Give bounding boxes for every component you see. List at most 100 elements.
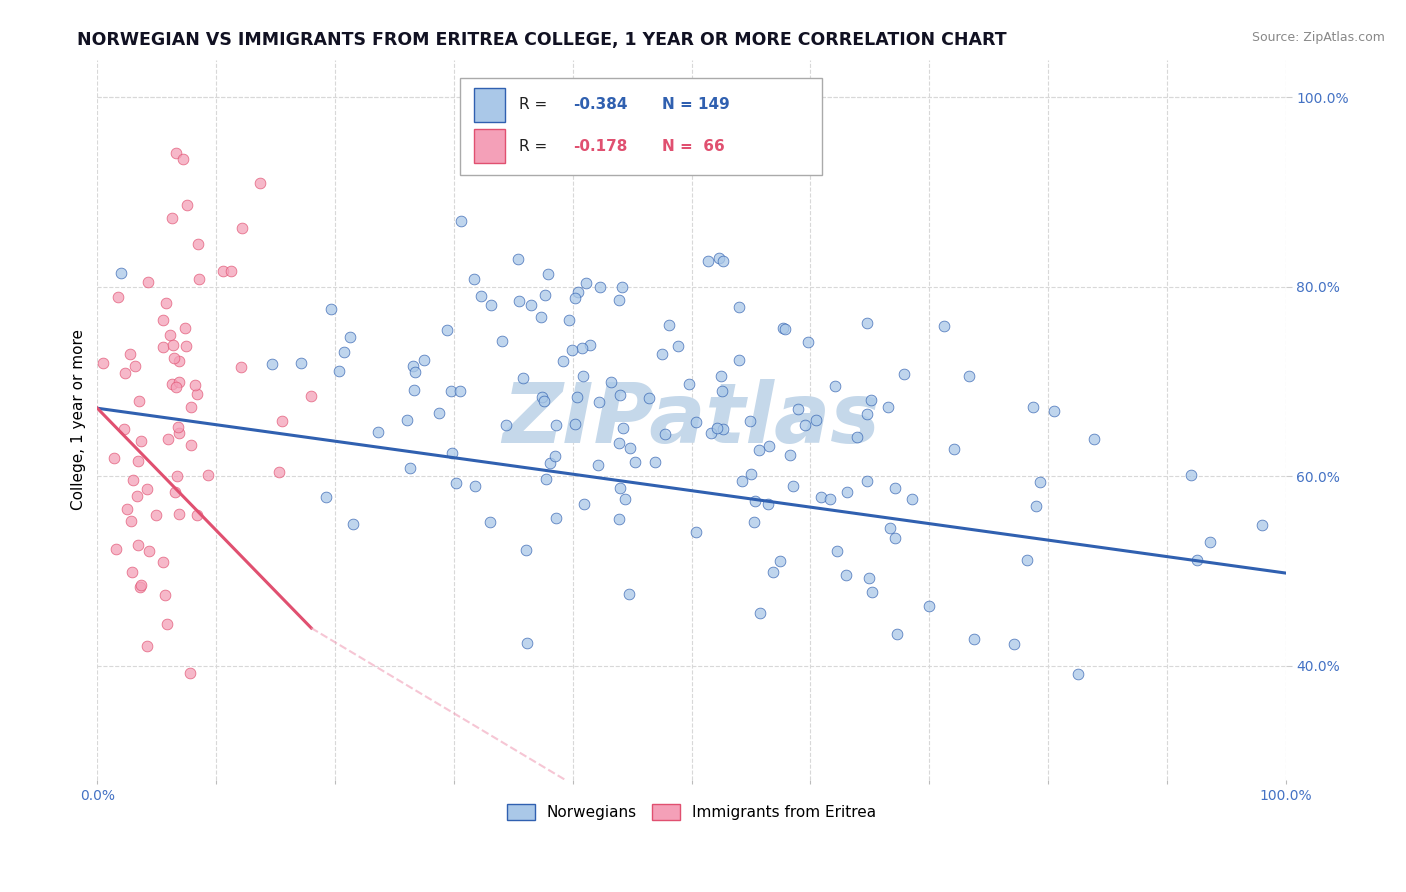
Point	[165, 145, 187, 160]
Point	[1180, 467, 1202, 482]
Point	[91, 356, 114, 370]
Bar	[474, 128, 505, 163]
Point	[533, 288, 555, 302]
Point	[333, 345, 356, 359]
Point	[1083, 433, 1105, 447]
Point	[162, 211, 184, 225]
Point	[658, 318, 681, 333]
Point	[651, 347, 673, 361]
Point	[619, 442, 641, 456]
Point	[609, 481, 631, 495]
Point	[138, 543, 160, 558]
Point	[412, 352, 434, 367]
Point	[319, 301, 342, 316]
Point	[612, 421, 634, 435]
FancyBboxPatch shape	[460, 78, 823, 175]
Point	[211, 264, 233, 278]
Point	[107, 290, 129, 304]
Point	[1043, 404, 1066, 418]
Point	[152, 556, 174, 570]
Point	[942, 442, 965, 456]
Point	[479, 515, 502, 529]
Point	[769, 554, 792, 568]
Point	[124, 359, 146, 373]
Point	[855, 474, 877, 488]
Point	[700, 425, 723, 440]
Point	[110, 266, 132, 280]
Text: N =  66: N = 66	[662, 138, 724, 153]
Point	[534, 472, 557, 486]
Point	[810, 491, 832, 505]
Point	[571, 341, 593, 355]
Bar	[474, 87, 505, 122]
Point	[564, 417, 586, 431]
Point	[441, 445, 464, 459]
Point	[709, 251, 731, 265]
Point	[883, 481, 905, 495]
Text: R =: R =	[519, 138, 553, 153]
Point	[654, 426, 676, 441]
Point	[855, 408, 877, 422]
Point	[440, 384, 463, 398]
Point	[136, 275, 159, 289]
Point	[127, 489, 149, 503]
Point	[120, 514, 142, 528]
Point	[184, 378, 207, 392]
Point	[159, 328, 181, 343]
Point	[533, 393, 555, 408]
Point	[818, 492, 841, 507]
Point	[744, 494, 766, 508]
Point	[728, 352, 751, 367]
Point	[678, 376, 700, 391]
Point	[860, 585, 883, 599]
Point	[186, 387, 208, 401]
Point	[122, 473, 145, 487]
Point	[1025, 499, 1047, 513]
Point	[508, 293, 530, 308]
Point	[571, 369, 593, 384]
Point	[104, 542, 127, 557]
Point	[685, 415, 707, 429]
Point	[567, 285, 589, 299]
Point	[879, 521, 901, 535]
Point	[957, 369, 980, 384]
Point	[512, 371, 534, 385]
Point	[271, 414, 294, 428]
Point	[934, 319, 956, 334]
Point	[1067, 667, 1090, 681]
Point	[398, 461, 420, 475]
Point	[858, 571, 880, 585]
Point	[197, 468, 219, 483]
Point	[165, 380, 187, 394]
Point	[727, 300, 749, 314]
Point	[231, 220, 253, 235]
Point	[449, 384, 471, 398]
Point	[163, 484, 186, 499]
Point	[169, 354, 191, 368]
Point	[176, 198, 198, 212]
Point	[900, 491, 922, 506]
Point	[666, 339, 689, 353]
Point	[531, 390, 554, 404]
Point	[742, 515, 765, 529]
Point	[339, 330, 361, 344]
Point	[738, 414, 761, 428]
Point	[1017, 552, 1039, 566]
Point	[835, 568, 858, 582]
Point	[782, 479, 804, 493]
Point	[290, 356, 312, 370]
Point	[506, 252, 529, 267]
Point	[436, 323, 458, 337]
Point	[685, 524, 707, 539]
Point	[756, 497, 779, 511]
Point	[188, 272, 211, 286]
Point	[586, 458, 609, 472]
Point	[491, 334, 513, 348]
Point	[249, 177, 271, 191]
Point	[877, 401, 900, 415]
Point	[162, 338, 184, 352]
Point	[589, 279, 612, 293]
Point	[131, 578, 153, 592]
Point	[129, 434, 152, 448]
Text: Source: ZipAtlas.com: Source: ZipAtlas.com	[1251, 31, 1385, 45]
